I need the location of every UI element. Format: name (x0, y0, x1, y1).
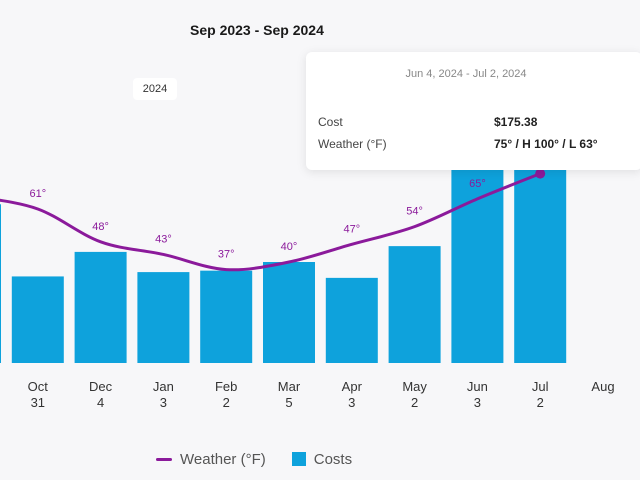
x-tick-month: Oct (28, 379, 49, 394)
x-tick-month: Jan (153, 379, 174, 394)
chart-legend: Weather (°F) Costs (156, 449, 352, 469)
weather-value-label: 54° (406, 206, 423, 218)
x-tick-month: Apr (342, 379, 363, 394)
year-marker-badge: 2024 (133, 78, 177, 100)
weather-legend-swatch (156, 457, 172, 461)
x-tick-day: 2 (223, 395, 230, 410)
tooltip-weather-label: Weather (°F) (318, 137, 387, 151)
x-tick-month: Mar (278, 379, 301, 394)
cost-bar-mar (263, 262, 315, 363)
x-tick-day: 2 (537, 395, 544, 410)
x-tick-month: Aug (591, 379, 614, 394)
cost-bar-may (388, 246, 441, 363)
x-tick-day: 3 (348, 395, 355, 410)
cost-bar-sep (0, 204, 1, 363)
x-tick-month: May (402, 379, 427, 394)
x-tick-day: 5 (285, 395, 292, 410)
costs-legend-swatch (291, 452, 306, 466)
weather-value-label: 43° (155, 233, 172, 245)
cost-bar-jan (137, 272, 190, 363)
weather-value-label: 65° (469, 178, 486, 190)
cost-bar-dec (74, 251, 127, 363)
weather-value-label: 37° (218, 249, 235, 261)
data-tooltip: Jun 4, 2024 - Jul 2, 2024 Cost $175.38 W… (306, 52, 640, 170)
x-tick-month: Jun (467, 379, 488, 394)
x-tick-day: 4 (97, 395, 104, 410)
chart-title: Sep 2023 - Sep 2024 (190, 22, 324, 38)
weather-value-label: 40° (281, 241, 298, 253)
weather-value-label: 61° (29, 188, 46, 200)
weather-value-label: 47° (343, 223, 360, 235)
x-tick-month: Dec (89, 379, 113, 394)
weather-value-label: 48° (92, 221, 109, 233)
cost-bar-feb (200, 270, 253, 363)
x-tick-day: 31 (31, 395, 45, 410)
weather-line (0, 172, 542, 272)
x-tick-day: 3 (474, 395, 481, 410)
weather-point-highlight (535, 168, 546, 179)
costs-legend-label[interactable]: Costs (313, 450, 353, 468)
tooltip-weather-value: 75° / H 100° / L 63° (494, 137, 598, 151)
tooltip-cost-value: $175.38 (494, 115, 538, 129)
tooltip-cost-label: Cost (318, 115, 343, 129)
weather-legend-label[interactable]: Weather (°F) (180, 450, 266, 468)
x-tick-month: Feb (215, 379, 237, 394)
tooltip-date-range: Jun 4, 2024 - Jul 2, 2024 (405, 68, 527, 80)
cost-bar-apr (325, 277, 378, 363)
x-tick-day: 2 (411, 395, 418, 410)
x-tick-month: Jul (532, 379, 549, 394)
x-tick-day: 3 (160, 395, 167, 410)
cost-bar-oct (11, 276, 64, 363)
cost-bar-jun (451, 146, 504, 363)
